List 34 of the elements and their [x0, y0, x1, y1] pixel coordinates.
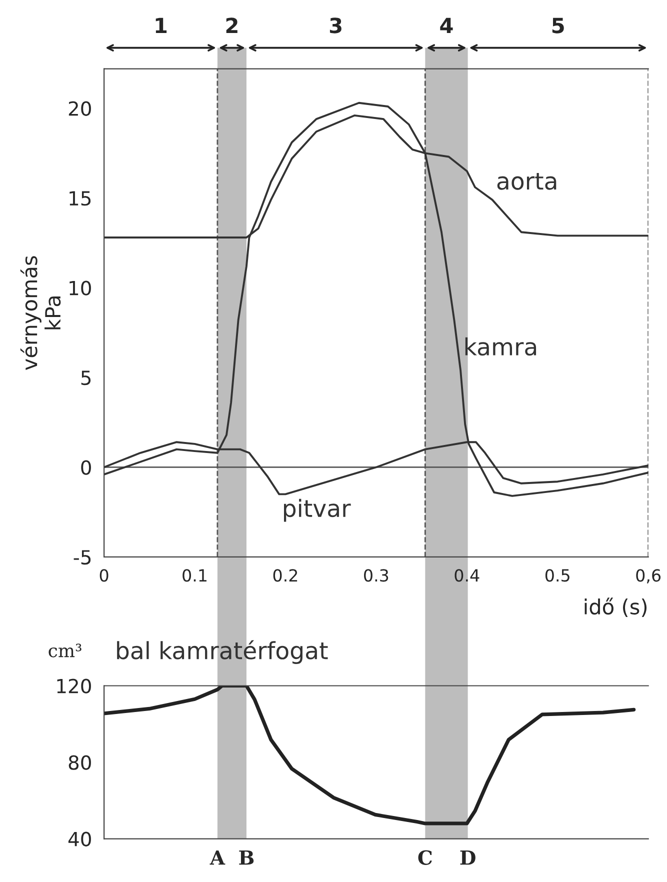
annotation: A [210, 850, 226, 865]
y-axis-title: cm³ [48, 644, 82, 658]
series-label: pitvar [284, 498, 351, 522]
x-tick-label: 0,6 [636, 569, 661, 584]
y-axis-title: vérnyomás kPa [20, 256, 61, 370]
y-tick-label: -5 [74, 550, 91, 565]
series-label: aorta [497, 172, 556, 190]
annotation: C [418, 850, 432, 865]
x-tick-label: 0.1 [182, 569, 206, 582]
x-axis-title: idő (s) [584, 598, 647, 618]
y-tick-label: 40 [68, 832, 91, 846]
text: 1 [156, 18, 167, 34]
line-series [104, 102, 648, 497]
y-tick-label: 0 [81, 460, 91, 475]
annotation: D [460, 850, 476, 865]
line-series [104, 686, 636, 826]
y-tick-label: 120 [57, 678, 91, 694]
annotation: B [239, 850, 254, 865]
x-tick-label: 0.5 [545, 569, 570, 582]
y-tick-label: 5 [81, 370, 91, 386]
x-tick-label: 0.2 [273, 569, 298, 582]
x-tick-label: 0 [100, 569, 108, 582]
text: 2 [226, 18, 238, 34]
x-tick-label: 0.4 [454, 569, 480, 582]
y-tick-label: 15 [70, 191, 91, 206]
text: 5 [552, 18, 564, 34]
text: 4 [440, 18, 453, 34]
chart-title: bal kamratérfogat [117, 640, 328, 664]
x-tick-label: 0.3 [364, 569, 388, 582]
text: 3 [330, 18, 342, 34]
y-tick-label: 80 [68, 755, 91, 770]
series-label: kamra [465, 337, 536, 356]
y-tick-label: 20 [68, 101, 91, 116]
y-tick-label: 10 [70, 280, 91, 296]
